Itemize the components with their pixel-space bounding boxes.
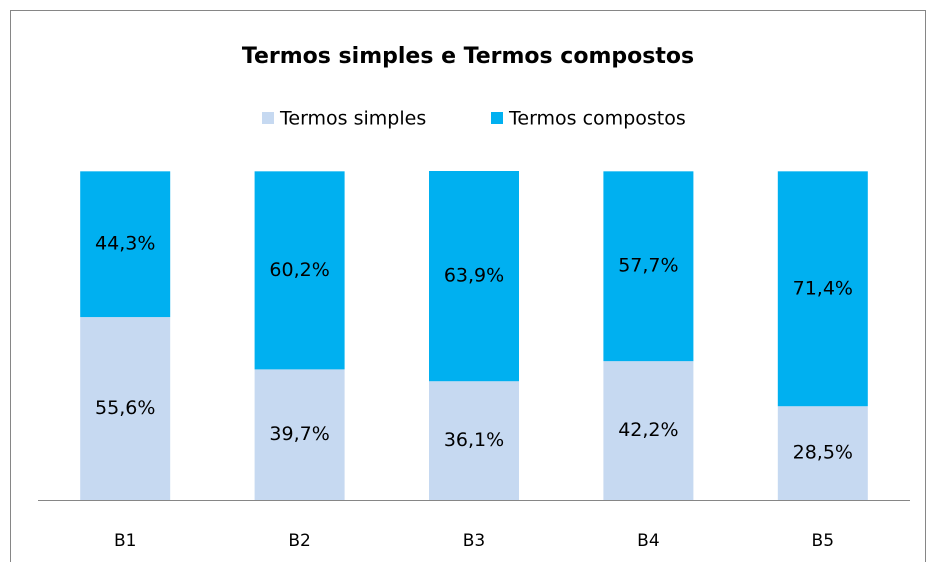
- data-label: 28,5%: [793, 442, 853, 464]
- x-tick-label: B1: [114, 531, 136, 551]
- data-label: 42,2%: [618, 419, 678, 441]
- x-tick-label: B5: [812, 531, 834, 551]
- bar-segment: [777, 171, 868, 407]
- legend-label: Termos compostos: [508, 108, 686, 130]
- data-label: 44,3%: [95, 233, 155, 255]
- legend-swatch: [491, 112, 503, 124]
- bar-segment: [603, 171, 694, 362]
- legend-swatch: [262, 112, 274, 124]
- legend-label: Termos simples: [279, 108, 426, 130]
- data-label: 71,4%: [793, 277, 853, 299]
- data-label: 57,7%: [618, 255, 678, 277]
- x-tick-label: B4: [637, 531, 659, 551]
- data-label: 39,7%: [269, 423, 329, 445]
- data-label: 60,2%: [269, 259, 329, 281]
- bar-segment: [254, 369, 345, 500]
- bar-segment: [254, 171, 345, 370]
- bar-segment: [603, 361, 694, 500]
- data-label: 63,9%: [444, 265, 504, 287]
- bar-segment: [777, 406, 868, 500]
- bar-segment: [80, 171, 171, 318]
- chart-title: Termos simples e Termos compostos: [242, 44, 694, 69]
- bar-segment: [429, 171, 519, 382]
- data-label: 55,6%: [95, 397, 155, 419]
- x-tick-label: B3: [463, 531, 485, 551]
- data-label: 36,1%: [444, 429, 504, 451]
- bar-segment: [80, 317, 171, 500]
- bar-segment: [429, 381, 519, 500]
- x-tick-label: B2: [288, 531, 310, 551]
